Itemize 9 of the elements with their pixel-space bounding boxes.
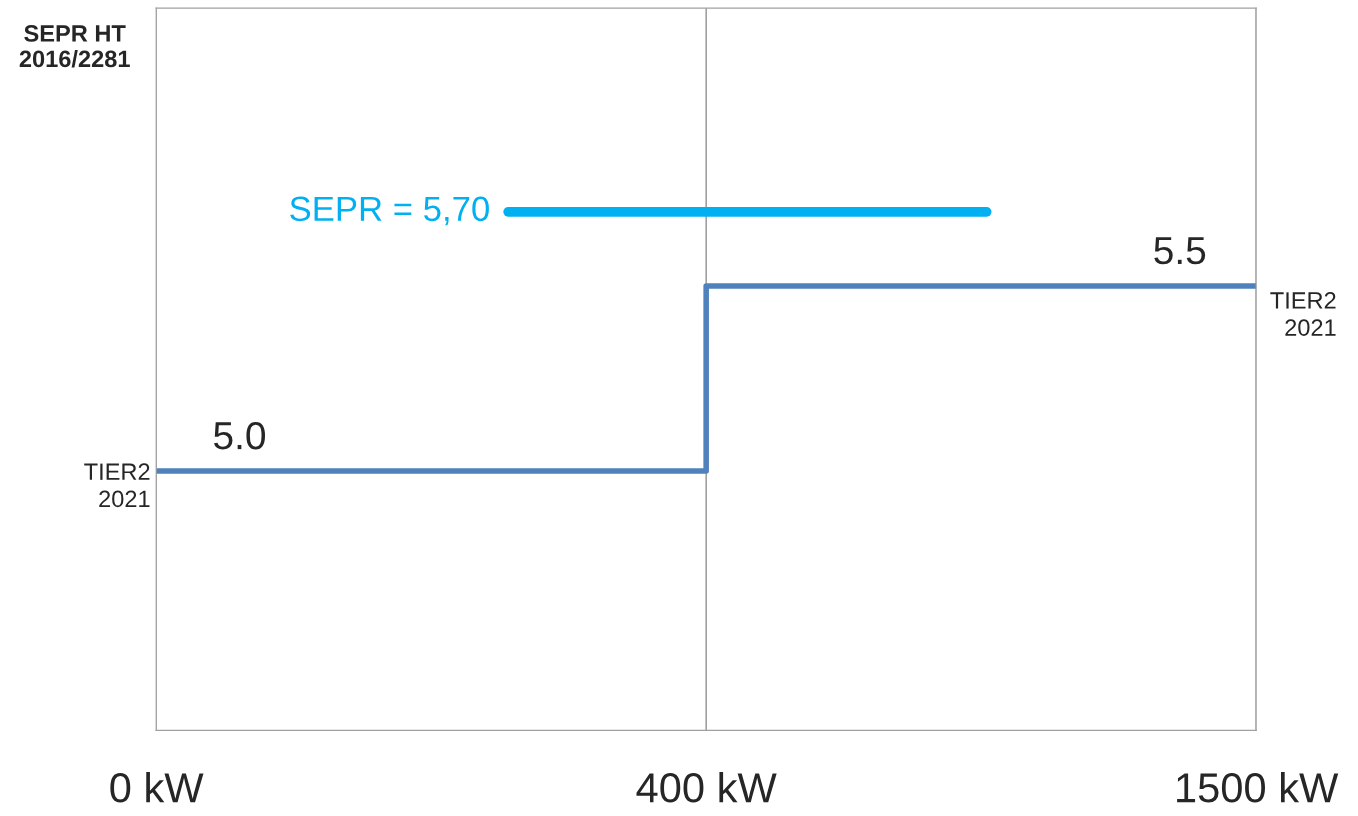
data-label: 5.0 [214, 421, 266, 450]
data-label: 5.5 [1154, 237, 1206, 265]
x-tick-label: 1500 kW [1177, 771, 1339, 803]
annotation: TIER2 2021 [84, 463, 150, 508]
x-tick-label: 400 kW [636, 771, 777, 803]
annotation: TIER2 2021 [1270, 292, 1336, 336]
x-tick-label: 0 kW [110, 771, 204, 803]
y-axis-title: SEPR HT 2016/2281 [19, 25, 130, 68]
ref-line-label: SEPR = 5,70 [290, 196, 489, 226]
